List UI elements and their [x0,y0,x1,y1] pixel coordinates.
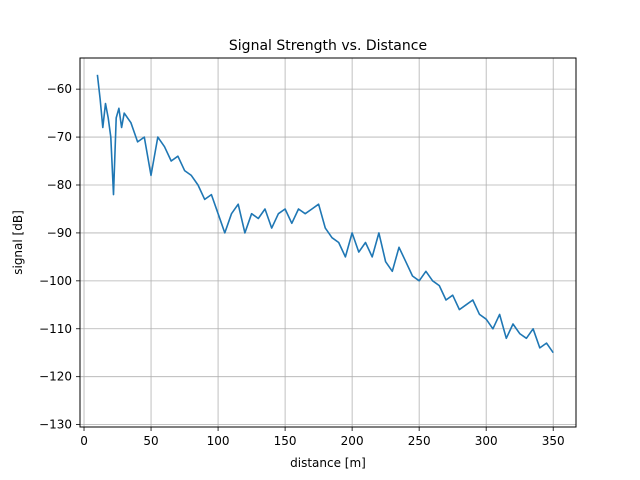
y-axis-label: signal [dB] [11,210,25,275]
y-tick-label: −130 [39,418,72,432]
x-tick-label: 50 [143,434,158,448]
chart-title: Signal Strength vs. Distance [229,38,427,54]
x-tick-label: 350 [542,434,565,448]
series-line [96,74,554,354]
y-tick-label: −70 [47,130,72,144]
y-tick-label: −110 [39,322,72,336]
x-tick-label: 300 [475,434,498,448]
series-layer [96,74,554,354]
plot-frame [79,57,577,428]
x-tick-label: 200 [341,434,364,448]
y-tick-label: −100 [39,274,72,288]
grid [80,58,576,427]
y-tick-label: −60 [47,82,72,96]
y-tick-label: −120 [39,370,72,384]
x-tick-label: 150 [274,434,297,448]
x-axis-label: distance [m] [290,456,366,470]
x-tick-label: 250 [408,434,431,448]
ticks: 0 50 100 150 200 250 300 350 −130 −120 −110 −100 −90… [39,82,565,448]
y-tick-label: −80 [47,178,72,192]
y-tick-label: −90 [47,226,72,240]
x-tick-label: 0 [80,434,88,448]
x-tick-label: 100 [207,434,230,448]
